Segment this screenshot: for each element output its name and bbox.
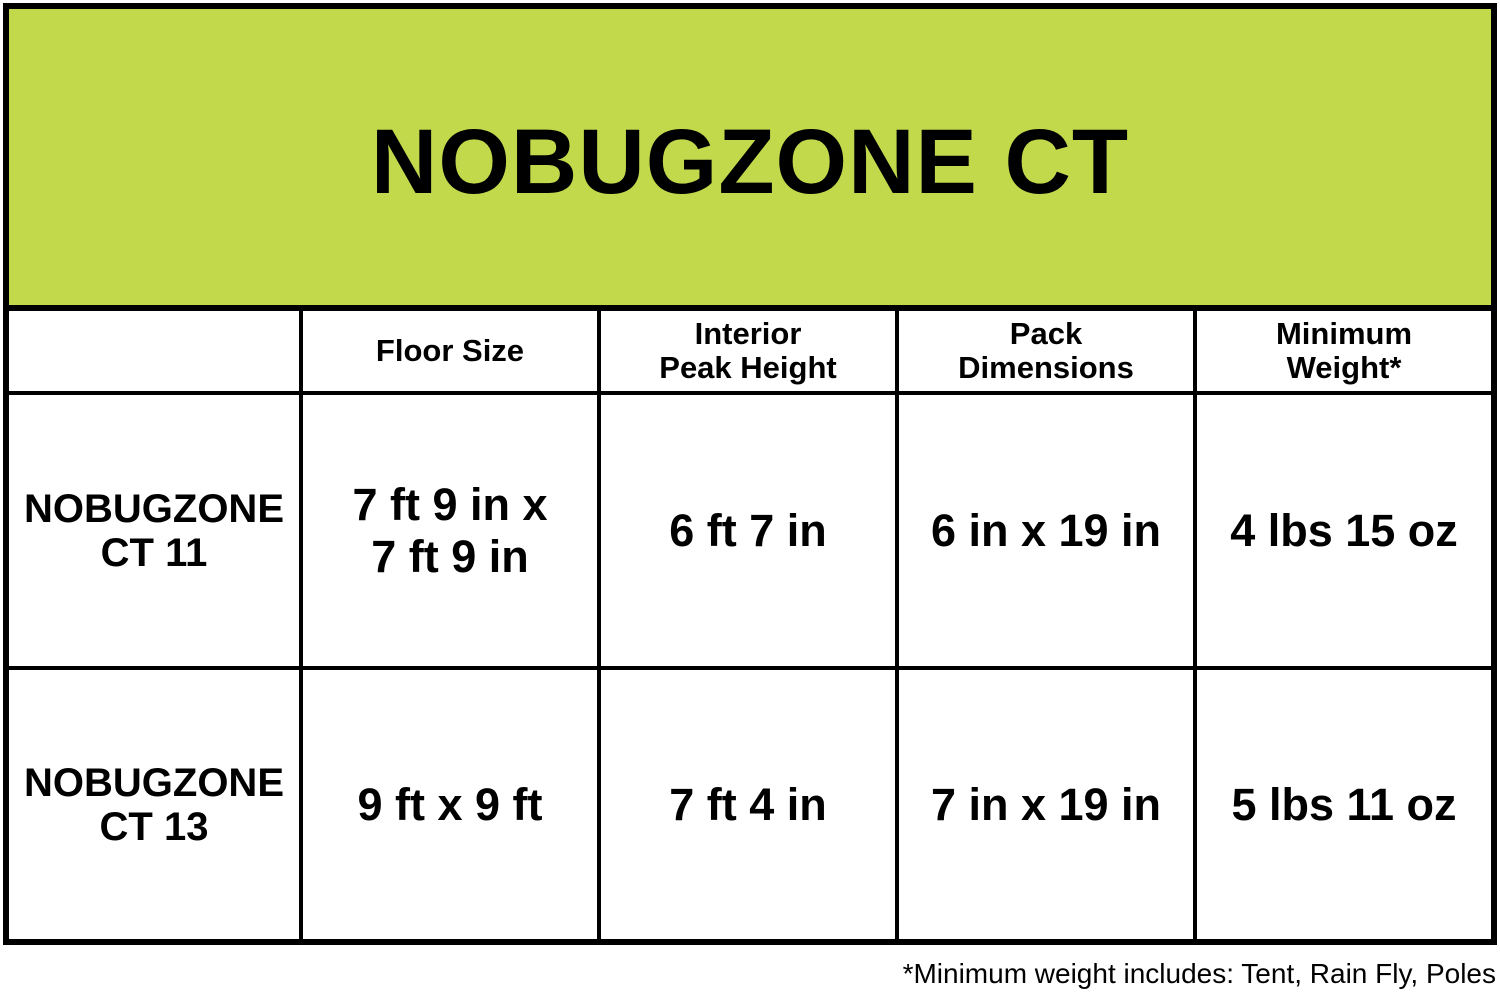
cell-peak-height: 6 ft 7 in — [601, 395, 899, 670]
cell-floor-size: 9 ft x 9 ft — [303, 670, 601, 939]
header-floor-size: Floor Size — [303, 311, 601, 395]
cell-peak-height: 7 ft 4 in — [601, 670, 899, 939]
row-label: NOBUGZONE CT 13 — [9, 670, 303, 939]
cell-pack-dimensions: 6 in x 19 in — [899, 395, 1197, 670]
header-min-weight: Minimum Weight* — [1197, 311, 1491, 395]
cell-min-weight: 5 lbs 11 oz — [1231, 778, 1457, 830]
footnote: *Minimum weight includes: Tent, Rain Fly… — [902, 958, 1496, 989]
table-grid: Floor Size Interior Peak Height Pack Dimen… — [9, 311, 1491, 939]
header-peak-height: Interior Peak Height — [601, 311, 899, 395]
page-title: NOBUGZONE CT — [370, 110, 1130, 213]
header-empty — [9, 311, 303, 395]
row-label: NOBUGZONE CT 11 — [9, 395, 303, 670]
title-banner: NOBUGZONE CT — [9, 9, 1491, 311]
cell-min-weight: 4 lbs 15 oz — [1197, 395, 1491, 670]
spec-table: NOBUGZONE CT Floor Size Interior Peak Hei… — [3, 3, 1497, 945]
header-pack-dimensions: Pack Dimensions — [899, 311, 1197, 395]
cell-pack-dimensions: 7 in x 19 in — [899, 670, 1197, 939]
